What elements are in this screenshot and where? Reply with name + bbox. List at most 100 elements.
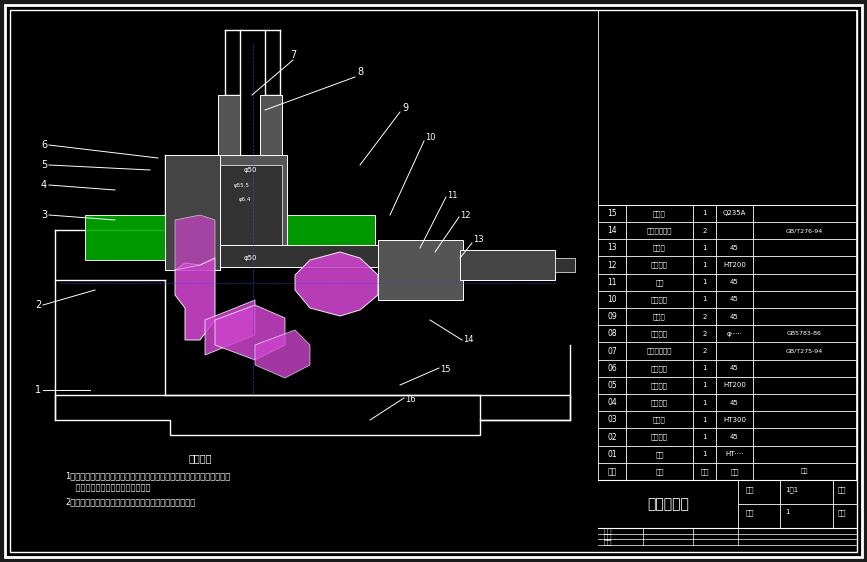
Text: 材料: 材料 — [838, 509, 846, 515]
Text: 大齿盘: 大齿盘 — [653, 416, 666, 423]
Text: 1: 1 — [702, 365, 707, 371]
Text: HT300: HT300 — [723, 417, 746, 423]
Text: 箱盖: 箱盖 — [655, 451, 664, 457]
Text: 14: 14 — [607, 226, 616, 235]
Text: 09: 09 — [607, 312, 617, 321]
Text: GB/T275-94: GB/T275-94 — [786, 348, 823, 353]
Text: 2: 2 — [35, 300, 41, 310]
Text: 轴承端盖: 轴承端盖 — [651, 262, 668, 268]
Text: 轴承套筒: 轴承套筒 — [651, 399, 668, 406]
Text: 2: 2 — [702, 348, 707, 354]
Text: 数量: 数量 — [746, 509, 754, 515]
Text: 45: 45 — [730, 400, 739, 406]
Text: 1: 1 — [702, 400, 707, 406]
Bar — [215, 155, 287, 255]
Text: 1、箱体为铸造，装配前，全部零件用煤油清洗，机体内不许有杂物存在。: 1、箱体为铸造，装配前，全部零件用煤油清洗，机体内不许有杂物存在。 — [65, 472, 231, 481]
Text: 1: 1 — [702, 296, 707, 302]
Bar — [378, 240, 463, 300]
Polygon shape — [175, 258, 215, 340]
Polygon shape — [215, 305, 285, 360]
Text: 45: 45 — [730, 314, 739, 320]
Text: 15: 15 — [440, 365, 450, 374]
Text: 轴承盖: 轴承盖 — [653, 244, 666, 251]
Text: 6: 6 — [41, 140, 47, 150]
Text: HT····: HT···· — [726, 451, 744, 457]
Bar — [215, 245, 380, 267]
Text: 12: 12 — [460, 211, 470, 220]
Text: 2: 2 — [702, 228, 707, 234]
Text: 15: 15 — [607, 209, 616, 218]
Text: 07: 07 — [607, 347, 617, 356]
Text: 1: 1 — [702, 279, 707, 285]
Text: Q235A: Q235A — [723, 210, 746, 216]
Text: 1: 1 — [702, 210, 707, 216]
Text: 2: 2 — [702, 331, 707, 337]
Text: 45: 45 — [730, 434, 739, 440]
Text: 1: 1 — [702, 417, 707, 423]
Text: 04: 04 — [607, 398, 617, 407]
Text: 11: 11 — [447, 191, 457, 200]
Text: 比例: 比例 — [746, 486, 754, 493]
Text: 圆锥滚子轴承: 圆锥滚子轴承 — [647, 348, 672, 354]
Polygon shape — [295, 252, 378, 316]
Text: 5: 5 — [41, 160, 47, 170]
Text: 13: 13 — [607, 243, 616, 252]
Text: 小锥齿轮: 小锥齿轮 — [651, 296, 668, 303]
Text: 1: 1 — [702, 262, 707, 268]
Text: 备注: 备注 — [801, 469, 808, 474]
Text: 喷油孔: 喷油孔 — [653, 313, 666, 320]
Text: GB5783-86: GB5783-86 — [787, 332, 822, 336]
Text: 轴孔端盖: 轴孔端盖 — [651, 382, 668, 389]
Text: 数量: 数量 — [701, 468, 708, 475]
Bar — [218, 95, 240, 165]
Text: 1: 1 — [785, 509, 790, 515]
Text: 2: 2 — [702, 314, 707, 320]
Text: 13: 13 — [473, 235, 483, 244]
Text: φ55.5: φ55.5 — [234, 183, 250, 188]
Text: 45: 45 — [730, 365, 739, 371]
Polygon shape — [205, 300, 255, 355]
Text: 2、箱体内部的润滑和降温用上面的喷油嘴进行喷油润滑。: 2、箱体内部的润滑和降温用上面的喷油嘴进行喷油润滑。 — [65, 497, 195, 506]
Bar — [555, 258, 575, 272]
Text: 名称: 名称 — [655, 468, 664, 475]
Text: 03: 03 — [607, 415, 617, 424]
Text: 大锥齿轮: 大锥齿轮 — [651, 434, 668, 440]
Text: 8: 8 — [357, 67, 363, 77]
Text: 锁紧螺钉: 锁紧螺钉 — [651, 365, 668, 371]
Text: HT200: HT200 — [723, 262, 746, 268]
Text: 05: 05 — [607, 381, 617, 390]
Text: 7: 7 — [290, 50, 297, 60]
Text: 1: 1 — [702, 434, 707, 440]
Text: φ6.4: φ6.4 — [238, 197, 251, 202]
Text: 9: 9 — [402, 103, 408, 113]
Text: 1: 1 — [35, 385, 41, 395]
Text: 1：1: 1：1 — [785, 486, 799, 493]
Text: 1: 1 — [702, 382, 707, 388]
Text: φ·····: φ····· — [727, 331, 742, 337]
Text: 08: 08 — [607, 329, 616, 338]
Text: 11: 11 — [607, 278, 616, 287]
Text: 锥齿轮轴系: 锥齿轮轴系 — [647, 497, 689, 511]
Text: 图号: 图号 — [838, 486, 846, 493]
Text: 套筒: 套筒 — [655, 279, 664, 285]
Bar — [165, 155, 220, 270]
Text: HT200: HT200 — [723, 382, 746, 388]
Text: 3: 3 — [41, 210, 47, 220]
Text: 内壁涂两次不被机油腐蚀的涂料。: 内壁涂两次不被机油腐蚀的涂料。 — [65, 483, 151, 492]
Text: 序号: 序号 — [608, 467, 616, 476]
Text: GB/T276-94: GB/T276-94 — [786, 228, 823, 233]
Polygon shape — [255, 330, 310, 378]
Text: 材料: 材料 — [730, 468, 739, 475]
Text: 检图: 检图 — [604, 533, 612, 540]
Text: 1: 1 — [702, 451, 707, 457]
Polygon shape — [175, 215, 215, 270]
Text: 1: 1 — [702, 245, 707, 251]
Text: 01: 01 — [607, 450, 616, 459]
Bar — [260, 95, 282, 165]
Polygon shape — [85, 215, 220, 260]
Text: 12: 12 — [607, 261, 616, 270]
Text: 02: 02 — [607, 433, 616, 442]
Text: 16: 16 — [405, 396, 415, 405]
Text: 甩油环: 甩油环 — [653, 210, 666, 217]
Text: 14: 14 — [463, 336, 473, 345]
